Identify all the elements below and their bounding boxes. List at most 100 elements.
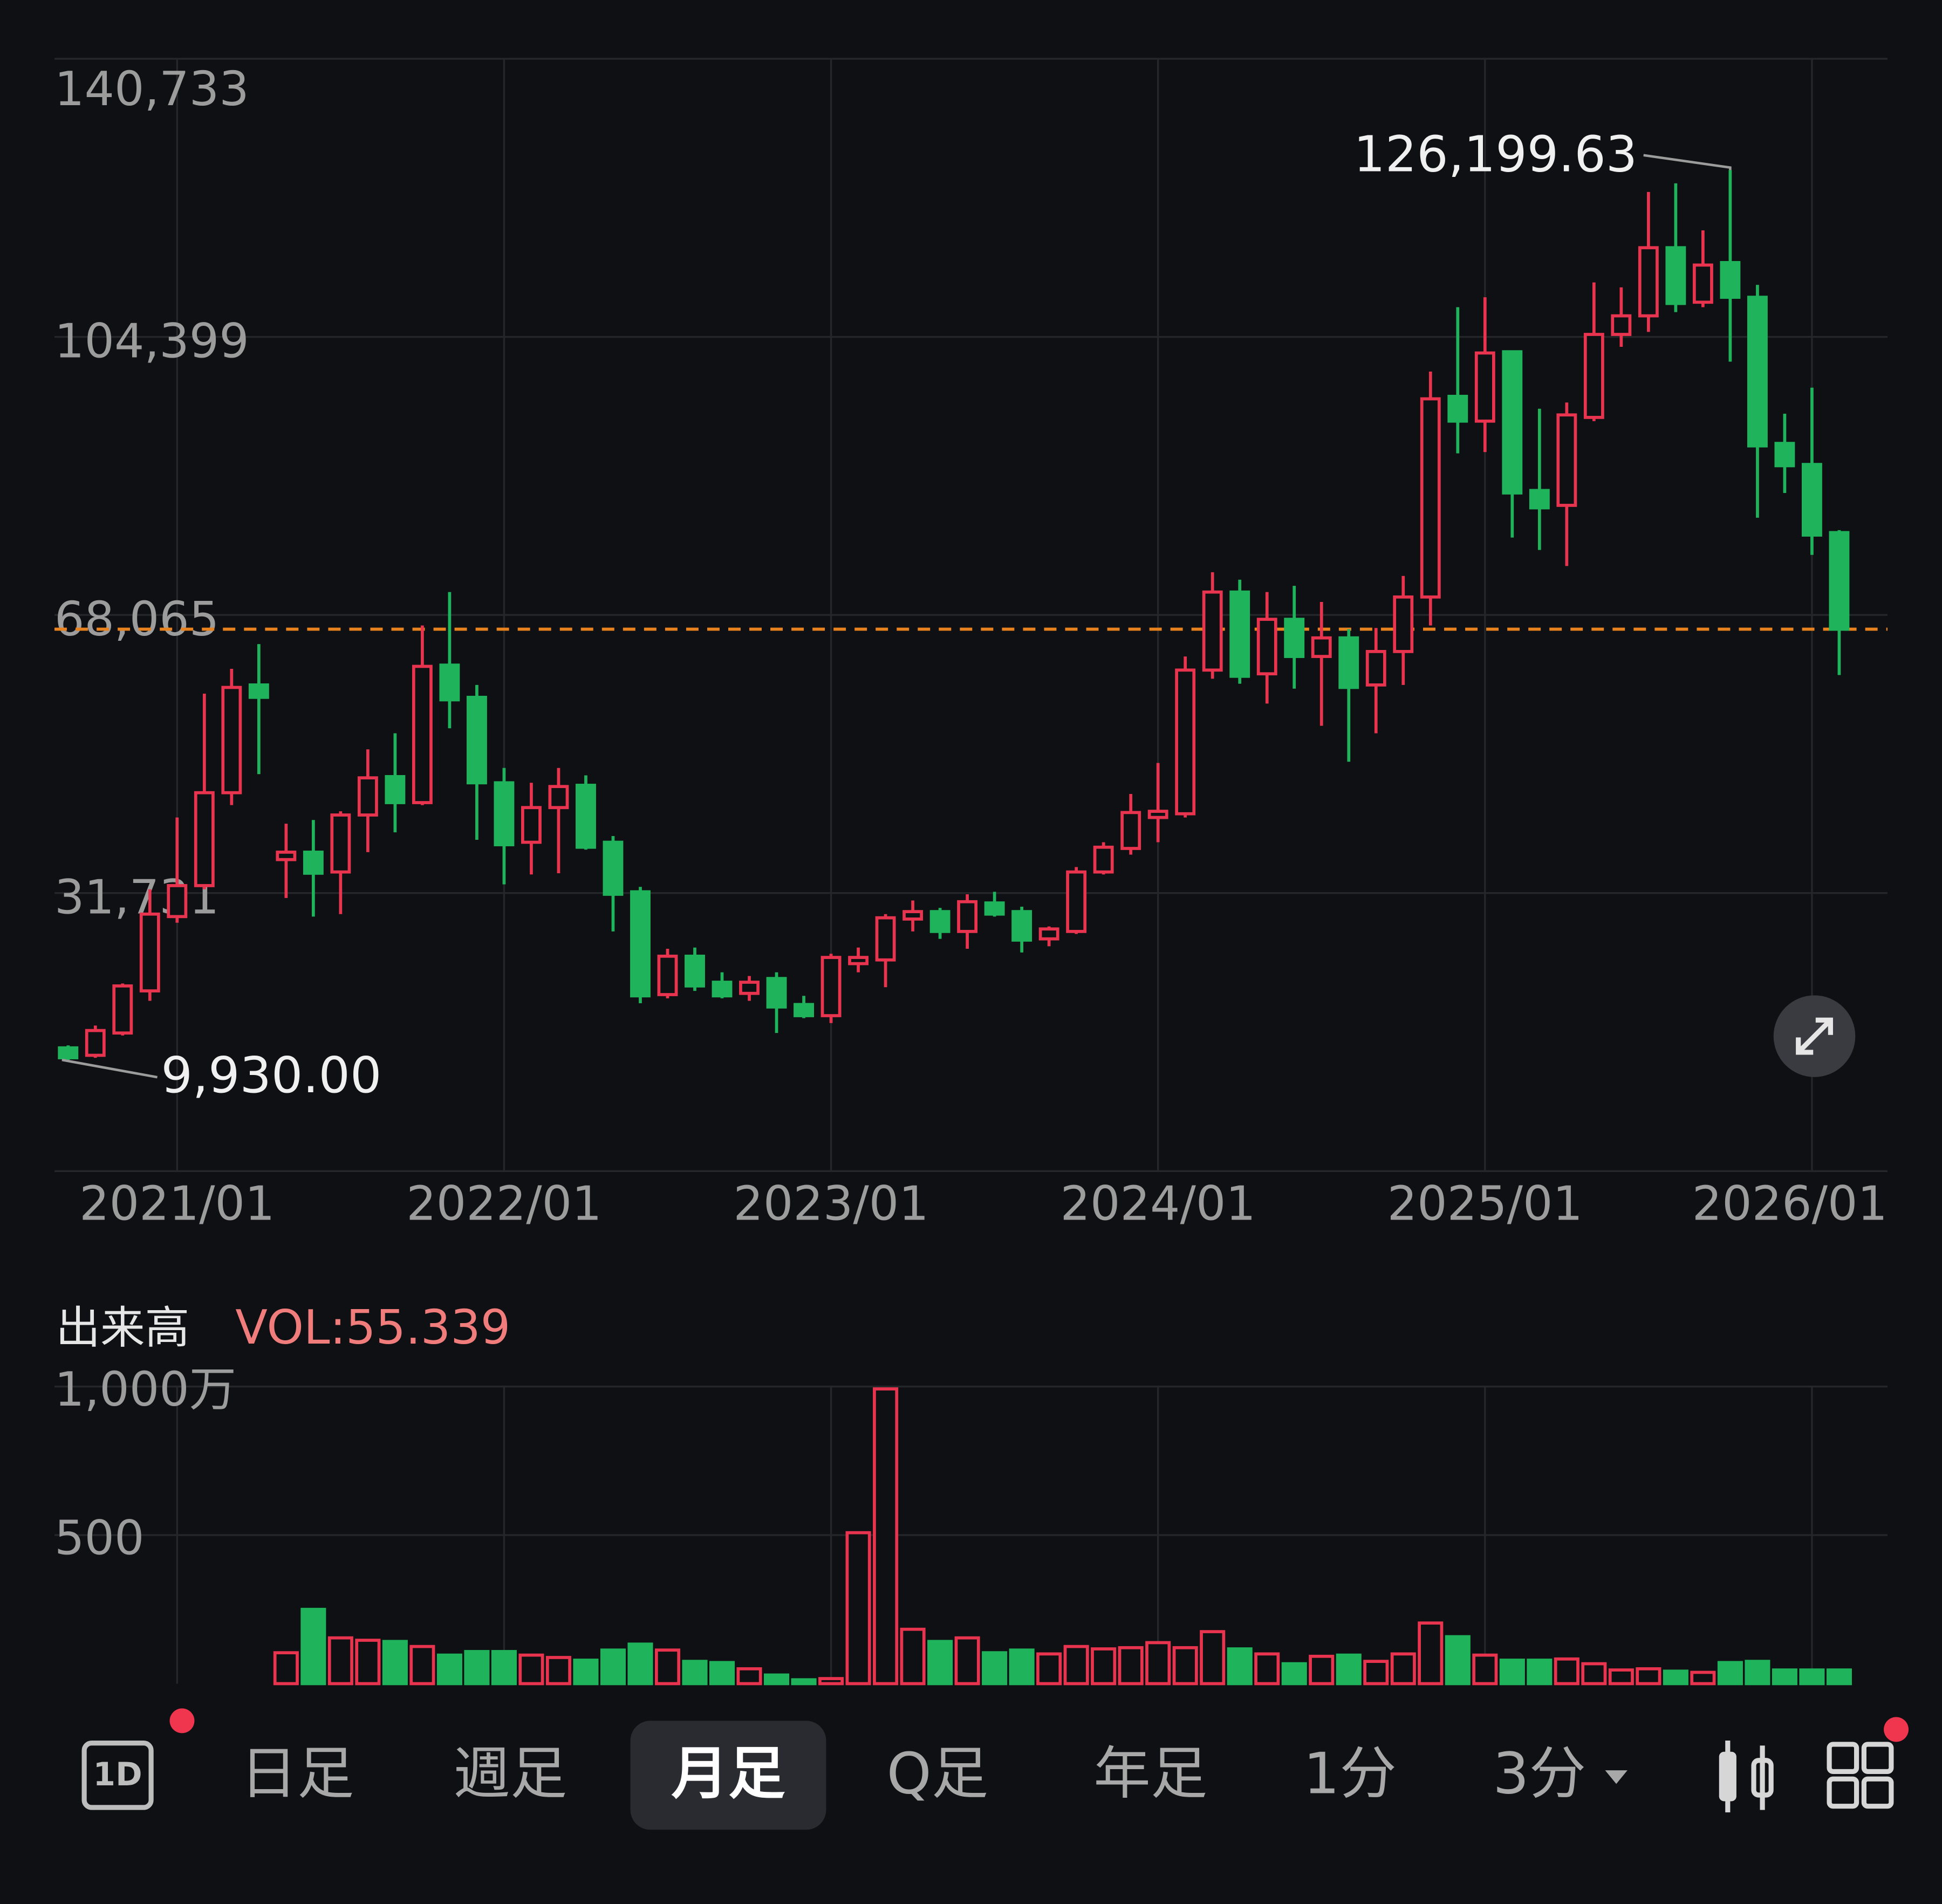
x-tick-label: 2022/01 (406, 1176, 601, 1231)
candle-body (685, 954, 705, 988)
volume-bar (1200, 1630, 1226, 1686)
candle-body (385, 775, 406, 804)
volume-bar (409, 1645, 435, 1686)
volume-indicator: VOL:55.339 (235, 1300, 510, 1355)
volume-bar (982, 1651, 1008, 1686)
volume-bar (1036, 1652, 1062, 1686)
layout-cell[interactable] (1827, 1776, 1859, 1809)
volume-bar (1227, 1647, 1253, 1686)
tab[interactable]: 1分 (1303, 1741, 1397, 1807)
volume-bar (1091, 1647, 1117, 1686)
volume-bar (573, 1659, 599, 1686)
candle-body (1229, 590, 1250, 678)
volume-bar (873, 1387, 899, 1686)
candle-body (766, 977, 787, 1009)
candle-body (1038, 927, 1059, 941)
volume-bar (900, 1627, 926, 1686)
volume-bar (627, 1642, 653, 1686)
candle-body (576, 784, 596, 849)
volume-bar (1636, 1667, 1661, 1686)
volume-bar (1281, 1662, 1307, 1686)
volume-bar (1772, 1668, 1797, 1686)
volume-bar (1799, 1668, 1825, 1686)
expand-icon[interactable] (1796, 1017, 1833, 1055)
candle-body (194, 791, 215, 887)
volume-bar (1418, 1621, 1444, 1686)
volume-bar (1690, 1670, 1716, 1686)
candle-body (1202, 590, 1223, 672)
candle-body (1066, 870, 1087, 933)
volume-bar (1145, 1641, 1171, 1686)
candle-body (1801, 463, 1822, 537)
candle-body (712, 981, 733, 998)
candle-body (1120, 811, 1141, 850)
volume-title: 出来高 (56, 1302, 189, 1354)
candle-body (1365, 650, 1386, 687)
candle-body (1256, 618, 1277, 676)
candle-body (1829, 531, 1850, 631)
volume-bar (1608, 1668, 1634, 1686)
candle-body (494, 781, 515, 846)
candle-body (875, 916, 896, 962)
candle-body (1529, 489, 1550, 510)
expand-button[interactable] (1773, 995, 1856, 1077)
candle-body (603, 840, 624, 896)
x-tick-label: 2026/01 (1692, 1176, 1888, 1231)
tab[interactable]: 日足 (240, 1741, 354, 1807)
dropdown-arrow[interactable] (1605, 1770, 1628, 1784)
candle-body (1774, 442, 1795, 468)
badge (1884, 1717, 1909, 1742)
candle-body (1583, 333, 1604, 419)
low-leader (61, 1058, 158, 1079)
volume-bar (791, 1678, 817, 1686)
volume-bar (1717, 1661, 1743, 1686)
volume-bar (600, 1648, 626, 1686)
volume-bar (818, 1677, 844, 1686)
candle-body (1420, 397, 1441, 599)
day-icon-label[interactable]: 1D (93, 1756, 142, 1793)
candle-icon[interactable] (1719, 1741, 1774, 1813)
layout-cell[interactable] (1861, 1776, 1894, 1809)
volume-bar (1445, 1635, 1471, 1686)
candle-body (330, 813, 351, 874)
tab[interactable]: 年足 (1093, 1741, 1207, 1807)
candle-body (548, 785, 569, 810)
volume-bar (273, 1651, 299, 1686)
candle-body (139, 912, 160, 992)
tab-selected-bg[interactable] (630, 1721, 826, 1830)
tab[interactable]: 月足 (671, 1741, 785, 1807)
candle-body (1638, 246, 1659, 318)
volume-bar (491, 1650, 517, 1686)
candle-body (902, 910, 924, 921)
candle-body (221, 686, 242, 795)
candle-body (357, 776, 378, 817)
tab[interactable]: Q足 (887, 1741, 989, 1807)
tab[interactable]: 3分 (1493, 1741, 1586, 1807)
layout-cell[interactable] (1827, 1742, 1859, 1775)
volume-bar (954, 1636, 980, 1686)
candle-body (984, 901, 1005, 916)
candle-body (85, 1029, 106, 1057)
candle-body (1665, 246, 1686, 305)
candle-body (1284, 618, 1305, 658)
y-tick-label: 68,065 (54, 592, 219, 647)
layout-cell[interactable] (1861, 1742, 1894, 1775)
x-tick-label: 2025/01 (1387, 1176, 1583, 1231)
volume-bar (1118, 1646, 1144, 1686)
volume-bar (327, 1636, 353, 1686)
candle-body (1611, 314, 1632, 336)
volume-bar (654, 1648, 681, 1686)
tab[interactable]: 週足 (453, 1741, 567, 1807)
layout-icon[interactable] (1827, 1742, 1894, 1809)
candle-body (412, 665, 433, 804)
candle-body (929, 910, 951, 933)
volume-bar (682, 1660, 708, 1686)
candle-body (1747, 296, 1768, 448)
toolbar: 1D 日足 週足 月足 Q足 年足 1分 3分 (81, 1708, 1909, 1830)
high-label: 126,199.63 (1353, 126, 1637, 183)
day-icon[interactable] (81, 1741, 154, 1810)
volume-bar (1390, 1652, 1416, 1686)
volume-bar (736, 1667, 762, 1686)
